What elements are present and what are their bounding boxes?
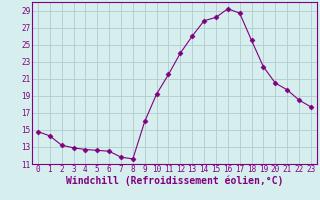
X-axis label: Windchill (Refroidissement éolien,°C): Windchill (Refroidissement éolien,°C) bbox=[66, 176, 283, 186]
